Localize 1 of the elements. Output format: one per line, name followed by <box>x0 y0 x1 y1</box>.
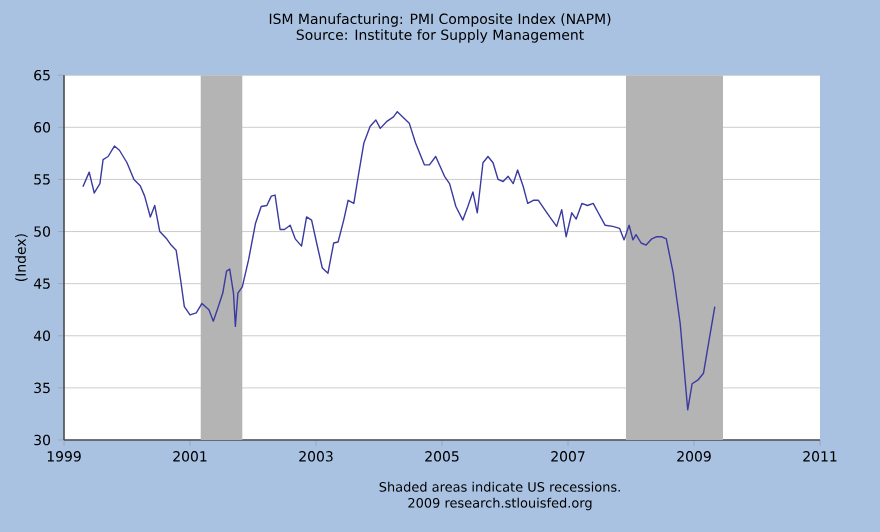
line-series <box>82 110 716 411</box>
